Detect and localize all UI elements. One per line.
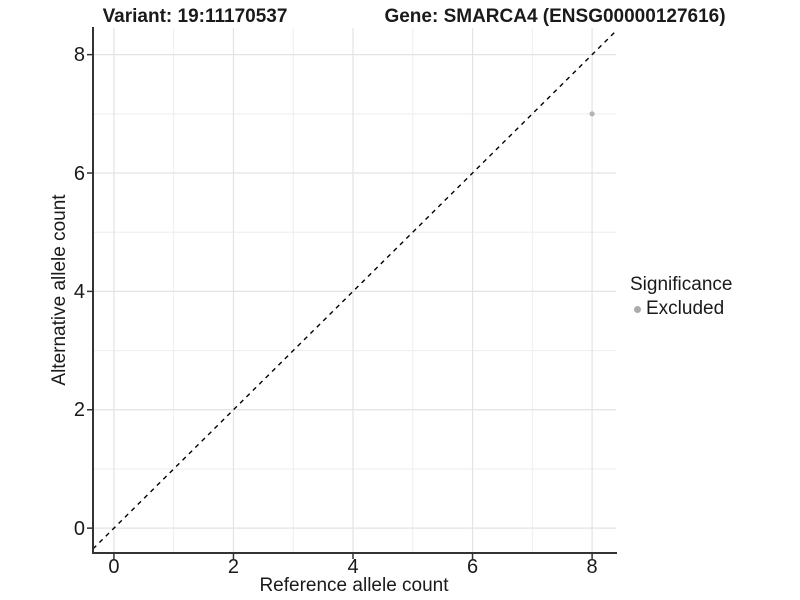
x-tick-label: 0 <box>108 556 120 578</box>
legend: Significance Excluded <box>630 274 732 320</box>
x-tick-label: 6 <box>466 556 479 578</box>
y-tick-label: 6 <box>73 162 85 185</box>
gene-title: Gene: SMARCA4 (ENSG00000127616) <box>384 6 726 27</box>
y-tick-label: 0 <box>73 517 85 540</box>
y-tick-label: 2 <box>73 399 85 422</box>
legend-entry-excluded: Excluded <box>634 298 732 320</box>
y-tick-label: 4 <box>73 280 85 303</box>
legend-point-marker-icon <box>634 305 641 313</box>
data-point <box>589 111 595 117</box>
variant-title: Variant: 19:11170537 <box>102 6 288 27</box>
y-tick-label: 8 <box>73 44 85 67</box>
x-tick-label: 2 <box>227 556 240 578</box>
legend-entry-label: Excluded <box>646 298 725 319</box>
x-tick-label: 8 <box>586 556 598 578</box>
x-tick-label: 4 <box>347 556 359 578</box>
x-axis-title: Reference allele count <box>259 575 449 596</box>
legend-title: Significance <box>630 274 733 295</box>
